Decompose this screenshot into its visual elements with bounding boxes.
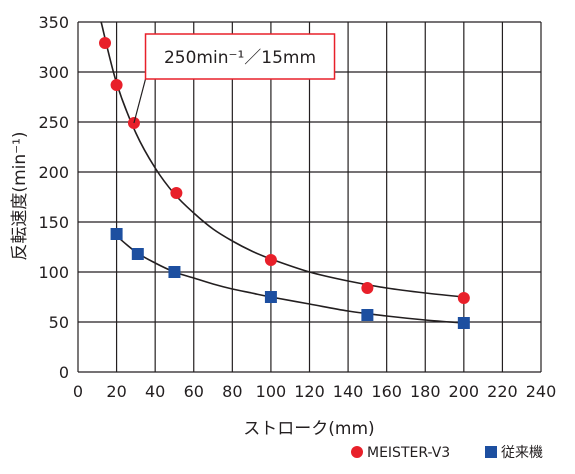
conventional-point: [264, 291, 277, 303]
x-tick-80: 80: [222, 382, 242, 401]
callout-box: [144, 33, 336, 80]
meister-point: [99, 37, 112, 49]
fit-curve-1: [100, 21, 464, 298]
grid-lines: [77, 21, 542, 373]
conventional-point: [110, 228, 123, 240]
y-tick-250: 250: [38, 113, 69, 132]
meister-point: [361, 282, 374, 294]
meister-point: [264, 254, 277, 266]
x-axis-label: ストローク(mm): [243, 419, 374, 439]
legend-label-2: 従来機: [501, 445, 543, 461]
x-tick-200: 200: [449, 382, 480, 401]
y-axis-label: 反転速度(min⁻¹): [10, 131, 30, 260]
x-tick-100: 100: [256, 382, 287, 401]
x-tick-labels: 0 20 40 60 80 100 120 140 160 180 200 220 240: [73, 382, 556, 401]
y-tick-50: 50: [49, 313, 69, 332]
y-tick-300: 300: [38, 63, 69, 82]
meister-point: [457, 292, 470, 304]
x-tick-60: 60: [184, 382, 204, 401]
y-tick-100: 100: [38, 263, 69, 282]
data-points: [99, 37, 470, 329]
fit-curve-2: [116, 235, 464, 324]
meister-point: [110, 79, 123, 91]
x-tick-180: 180: [410, 382, 441, 401]
legend-marker-meister: [351, 446, 363, 458]
y-tick-350: 350: [38, 13, 69, 32]
conventional-point: [457, 317, 470, 329]
fit-curves: [100, 21, 464, 324]
callout-text: 250min⁻¹／15mm: [164, 48, 316, 68]
legend-label-1: MEISTER-V3: [367, 445, 450, 461]
x-tick-20: 20: [106, 382, 126, 401]
callout-leader-line: [133, 78, 147, 124]
legend: MEISTER-V3 従来機: [351, 445, 543, 461]
y-tick-labels: 0 50 100 150 200 250 300 350: [38, 13, 69, 382]
y-tick-150: 150: [38, 213, 69, 232]
meister-point: [170, 187, 183, 199]
x-tick-240: 240: [526, 382, 557, 401]
conventional-point: [131, 248, 144, 260]
x-tick-40: 40: [145, 382, 165, 401]
x-tick-220: 220: [487, 382, 518, 401]
legend-marker-conventional: [485, 446, 497, 458]
y-tick-0: 0: [59, 363, 69, 382]
x-tick-140: 140: [333, 382, 364, 401]
x-tick-160: 160: [371, 382, 402, 401]
callout: 250min⁻¹／15mm: [133, 33, 336, 124]
x-tick-120: 120: [294, 382, 325, 401]
x-tick-0: 0: [73, 382, 83, 401]
conventional-point: [168, 266, 181, 278]
conventional-point: [361, 309, 374, 321]
y-tick-200: 200: [38, 163, 69, 182]
